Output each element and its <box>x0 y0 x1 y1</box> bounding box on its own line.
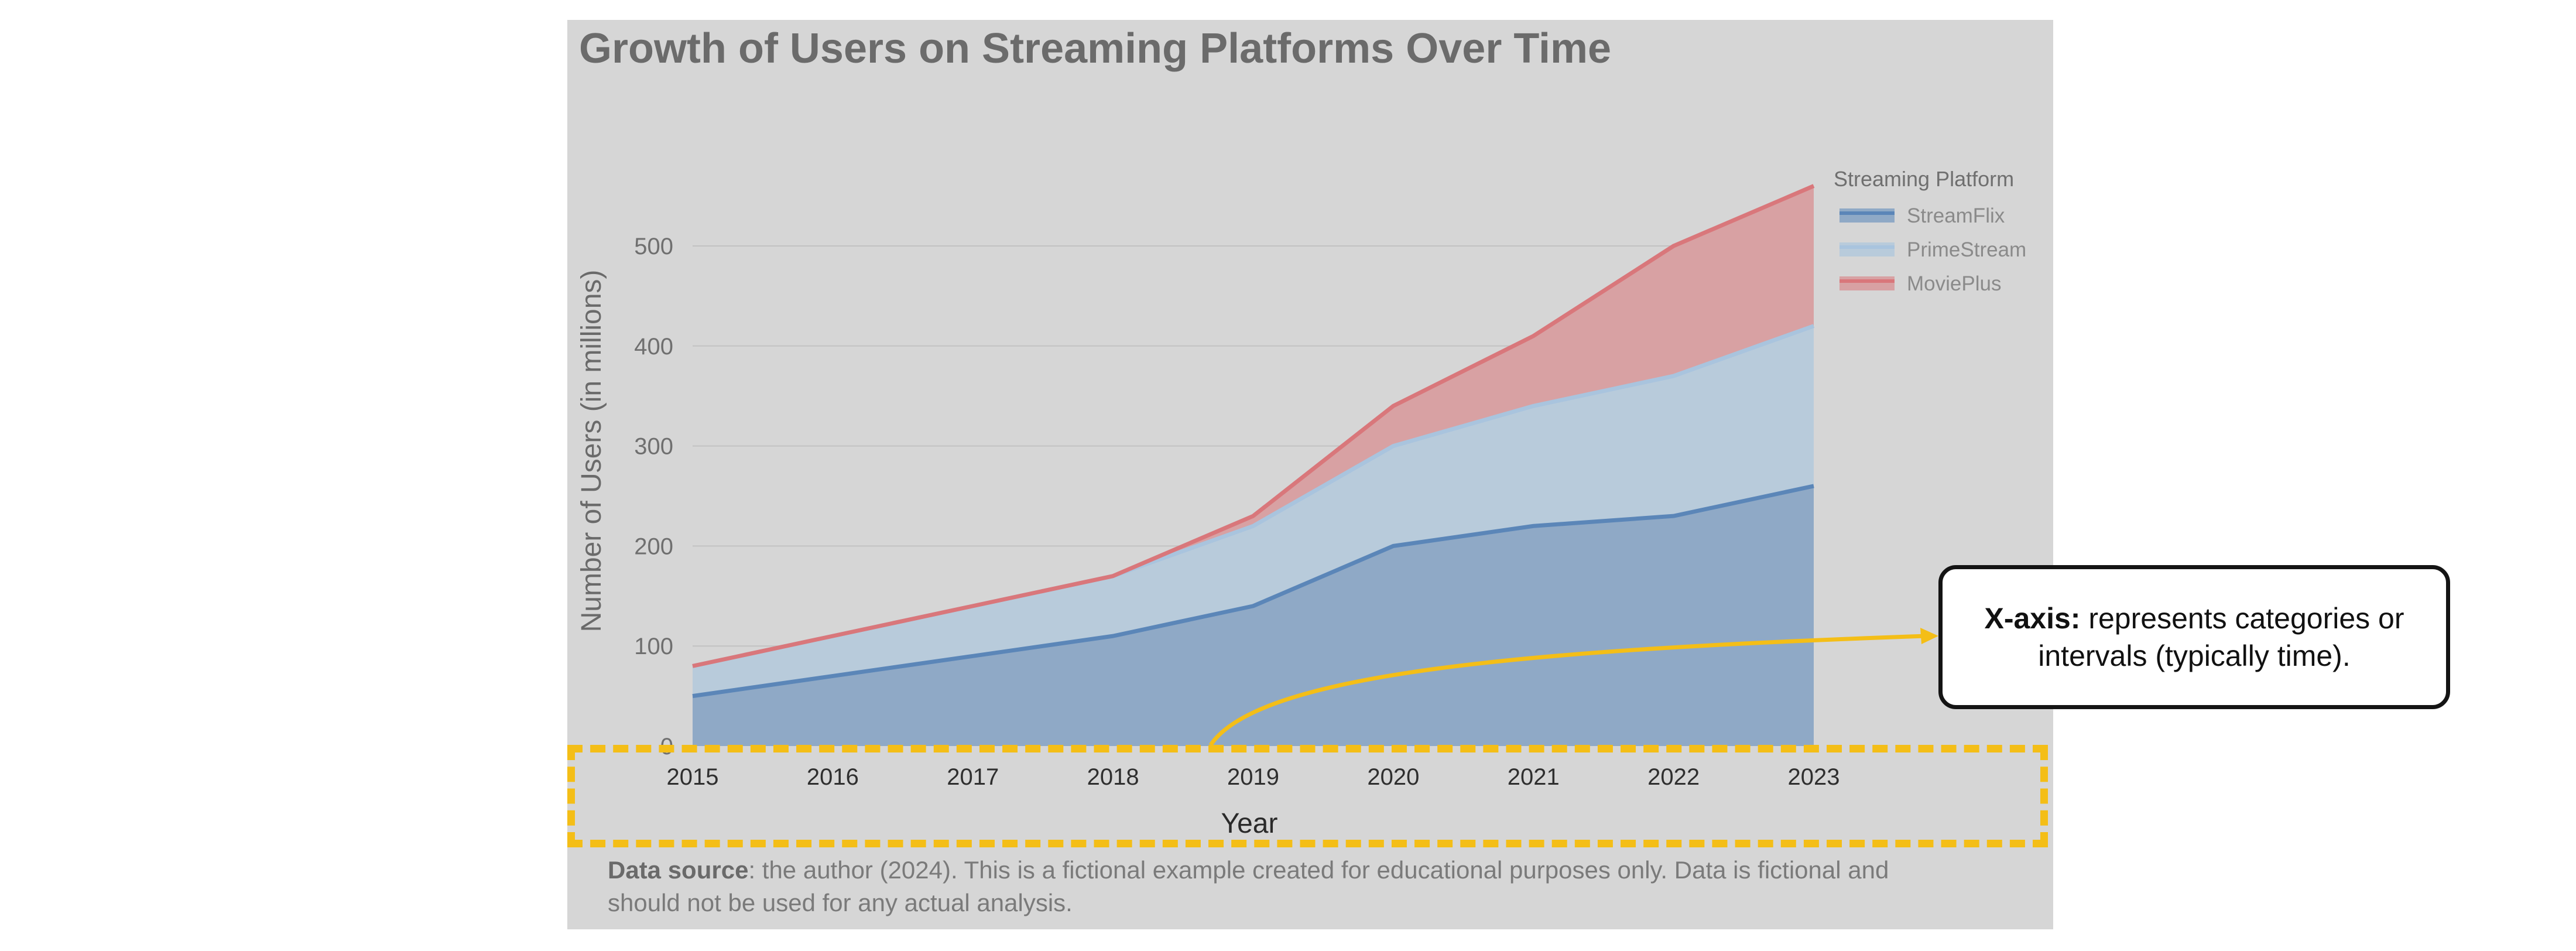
x-tick-label-2016: 2016 <box>807 764 859 790</box>
legend-label-primestream: PrimeStream <box>1907 238 2026 261</box>
legend-title: Streaming Platform <box>1834 167 2014 191</box>
x-tick-label-2020: 2020 <box>1367 764 1419 790</box>
x-axis-callout: X-axis: represents categories or interva… <box>1938 565 2450 709</box>
chart-title: Growth of Users on Streaming Platforms O… <box>579 25 1612 72</box>
x-tick-label-2015: 2015 <box>667 764 719 790</box>
legend-swatch-streamflix <box>1839 208 1895 223</box>
callout-arrow <box>1209 634 1927 746</box>
y-tick-label-300: 300 <box>634 434 673 460</box>
area-edge-lines <box>692 184 1815 699</box>
callout-text: X-axis: represents categories or interva… <box>1966 600 2423 675</box>
line-streamflix <box>692 484 1814 699</box>
x-tick-label-2021: 2021 <box>1508 764 1560 790</box>
x-tick-label-2018: 2018 <box>1087 764 1139 790</box>
data-source-text: : the author (2024). This is a fictional… <box>608 856 1889 916</box>
callout-description: represents categories or intervals (typi… <box>2038 602 2404 672</box>
data-source-label: Data source <box>608 856 749 884</box>
area-primestream <box>693 326 1814 696</box>
y-tick-label-400: 400 <box>634 334 673 360</box>
x-tick-label-2019: 2019 <box>1227 764 1279 790</box>
x-tick-label-2023: 2023 <box>1788 764 1840 790</box>
y-tick-label-200: 200 <box>634 533 673 559</box>
legend-swatch-primestream <box>1839 242 1895 256</box>
x-axis-ticks: 2015 2016 2017 2018 2019 2020 2021 2022 2023 <box>667 764 1840 790</box>
x-axis-highlight-box <box>567 745 2048 847</box>
legend-label-movieplus: MoviePlus <box>1907 272 2001 295</box>
line-movieplus <box>692 184 1815 668</box>
callout-arrowhead <box>1920 628 1938 644</box>
x-tick-label-2017: 2017 <box>947 764 999 790</box>
area-streamflix <box>693 485 1814 746</box>
callout-bold-label: X-axis: <box>1984 602 2081 635</box>
legend-items: StreamFlix PrimeStream MoviePlus <box>1839 204 2026 295</box>
y-tick-label-500: 500 <box>634 234 673 259</box>
legend-label-streamflix: StreamFlix <box>1907 204 2005 227</box>
legend: Streaming Platform StreamFlix PrimeStream… <box>1834 167 2026 295</box>
data-source-note: Data source: the author (2024). This is … <box>608 854 1966 919</box>
legend-swatch-movieplus <box>1839 276 1895 290</box>
y-tick-label-100: 100 <box>634 634 673 659</box>
stacked-areas <box>693 186 1814 746</box>
x-axis-title: Year <box>1221 808 1278 839</box>
x-tick-label-2022: 2022 <box>1647 764 1700 790</box>
y-axis-title: Number of Users (in millions) <box>576 270 607 632</box>
